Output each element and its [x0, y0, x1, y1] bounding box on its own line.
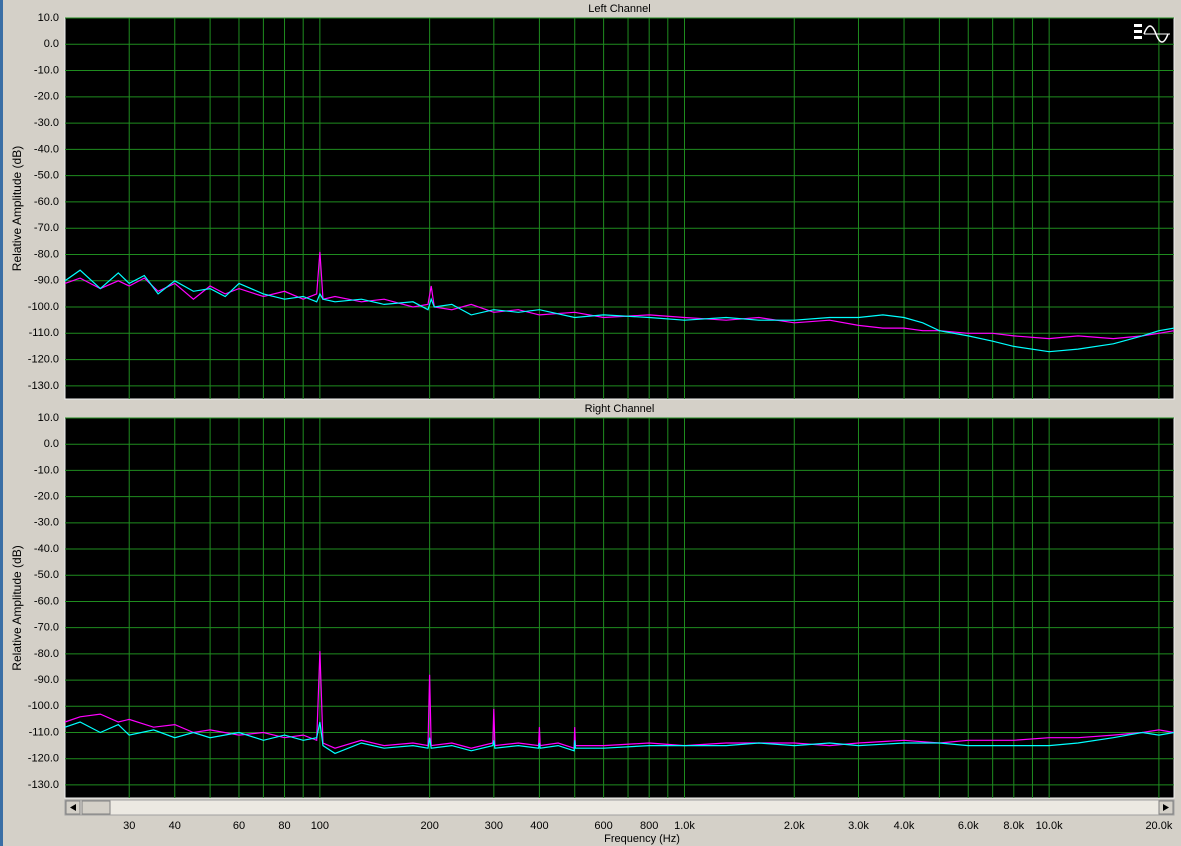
x-tick-label: 60: [233, 820, 245, 832]
y-tick-label: -60.0: [34, 595, 59, 607]
series-line: [64, 651, 1175, 750]
y-tick-label: -120.0: [28, 753, 59, 765]
series-line: [64, 269, 1175, 353]
y-tick-label: -110.0: [29, 327, 59, 339]
y-tick-label: -100.0: [28, 700, 59, 712]
y-tick-label: -110.0: [29, 726, 59, 738]
x-tick-label: 3.0k: [848, 820, 869, 832]
display-mode-icon[interactable]: [1134, 24, 1170, 43]
y-tick-label: -50.0: [34, 170, 59, 182]
x-tick-label: 10.0k: [1036, 820, 1063, 832]
chart-title: Right Channel: [585, 403, 655, 415]
plot-area: [64, 417, 1175, 799]
y-tick-label: -80.0: [34, 248, 59, 260]
y-tick-label: -10.0: [34, 464, 59, 476]
y-tick-label: 0.0: [44, 438, 59, 450]
y-tick-label: -10.0: [34, 64, 59, 76]
y-tick-label: -50.0: [34, 569, 59, 581]
y-axis-label: Relative Amplitude (dB): [10, 545, 24, 670]
scroll-thumb[interactable]: [81, 800, 111, 815]
plot-area: [64, 17, 1175, 400]
x-tick-label: 200: [420, 820, 438, 832]
y-tick-label: -60.0: [34, 196, 59, 208]
x-tick-label: 40: [169, 820, 181, 832]
scroll-track[interactable]: [64, 799, 1175, 816]
x-axis-label: Frequency (Hz): [604, 833, 680, 845]
scroll-left-arrow: [70, 804, 76, 811]
x-tick-label: 4.0k: [894, 820, 915, 832]
icon-bar: [1134, 36, 1142, 39]
y-tick-label: -130.0: [28, 779, 59, 791]
scrollbar[interactable]: [64, 799, 1175, 816]
x-tick-label: 100: [311, 820, 329, 832]
x-tick-label: 600: [594, 820, 612, 832]
series-line: [64, 721, 1175, 755]
icon-bar: [1134, 24, 1142, 27]
x-tick-label: 30: [123, 820, 135, 832]
y-tick-label: -70.0: [34, 222, 59, 234]
y-tick-label: 0.0: [44, 38, 59, 50]
x-tick-label: 300: [485, 820, 503, 832]
y-tick-label: -40.0: [34, 143, 59, 155]
y-tick-label: -20.0: [34, 91, 59, 103]
x-tick-label: 400: [530, 820, 548, 832]
y-tick-label: -100.0: [28, 301, 59, 313]
x-tick-label: 8.0k: [1003, 820, 1024, 832]
x-tick-label: 800: [640, 820, 658, 832]
y-tick-label: -20.0: [34, 491, 59, 503]
x-tick-label: 1.0k: [674, 820, 695, 832]
y-tick-label: -70.0: [34, 622, 59, 634]
series-line: [64, 251, 1175, 340]
icon-bar: [1134, 30, 1142, 33]
window-edge: [0, 0, 3, 846]
y-tick-label: -130.0: [28, 380, 59, 392]
scroll-right-arrow: [1163, 804, 1169, 811]
y-tick-label: -80.0: [34, 648, 59, 660]
y-tick-label: 10.0: [38, 12, 59, 24]
y-tick-label: -90.0: [34, 275, 59, 287]
y-tick-label: -90.0: [34, 674, 59, 686]
chart-title: Left Channel: [588, 3, 650, 15]
x-tick-label: 80: [278, 820, 290, 832]
y-tick-label: -120.0: [28, 353, 59, 365]
x-tick-label: 20.0k: [1145, 820, 1172, 832]
y-tick-label: -30.0: [34, 117, 59, 129]
y-tick-label: -40.0: [34, 543, 59, 555]
x-tick-label: 6.0k: [958, 820, 979, 832]
y-axis-label: Relative Amplitude (dB): [10, 146, 24, 271]
x-tick-label: 2.0k: [784, 820, 805, 832]
y-tick-label: -30.0: [34, 517, 59, 529]
y-tick-label: 10.0: [38, 412, 59, 424]
